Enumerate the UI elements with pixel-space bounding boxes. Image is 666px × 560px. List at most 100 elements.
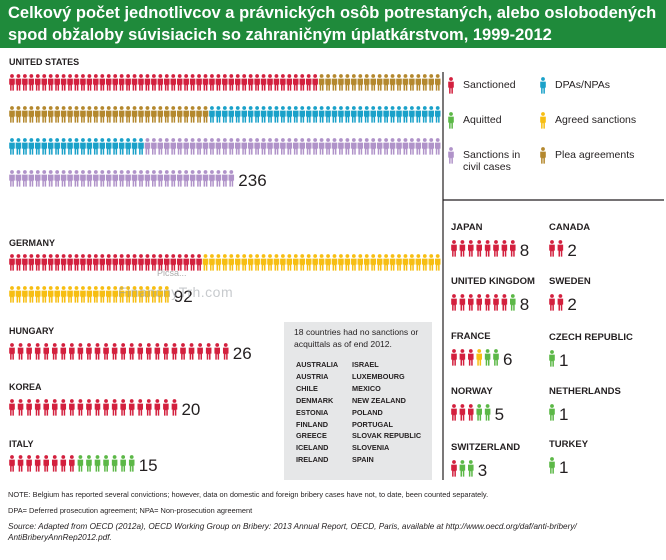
person-icon-agreed-sanctions [260,254,267,271]
no-sanction-country: IRELAND [296,455,329,465]
person-icon-civil-cases [312,138,318,155]
person-icon-sanctioned [15,74,22,91]
person-icon-sanctioned [205,343,212,360]
person-icon-sanctioned [86,254,93,271]
no-sanction-country: GREECE [296,431,327,441]
no-sanction-country: FINLAND [296,419,329,429]
person-icon-aquitted [476,404,482,421]
person-icon-sanctioned [154,399,161,416]
person-icon-sanctioned [476,294,482,311]
person-icon-sanctioned [451,404,457,421]
person-icon-dpas-npas [422,106,428,123]
person-icon-dpas-npas [344,106,351,123]
person-icon-agreed-sanctions [73,286,80,303]
country-label-japan: JAPAN [451,222,483,233]
person-icon-agreed-sanctions [80,286,86,303]
person-icon-agreed-sanctions [312,254,318,271]
person-icon-civil-cases [247,138,254,155]
person-icon-aquitted [111,455,118,472]
no-sanctions-heading: 18 countries had no sanctions or acquitt… [294,327,419,349]
no-sanction-country: LUXEMBOURG [352,371,405,381]
person-icon-dpas-npas [293,106,299,123]
person-icon-aquitted [468,460,474,477]
person-icon-sanctioned [247,74,254,91]
person-icon-sanctioned [80,74,86,91]
chart-title: Celkový počet jednotlivcov a právnických… [8,4,657,44]
person-icon-agreed-sanctions [299,254,306,271]
person-icon-dpas-npas [396,106,402,123]
person-icon-dpas-npas [47,138,54,155]
person-icon-agreed-sanctions [422,254,428,271]
person-icon-sanctioned [484,294,491,311]
person-icon-plea-agreements [376,74,383,91]
person-icon-civil-cases [99,170,106,187]
person-icon-civil-cases [286,138,293,155]
legend-label-sanctioned: Sanctioned [463,79,516,91]
person-icon-civil-cases [157,138,164,155]
person-icon-plea-agreements [138,106,144,123]
person-icon-sanctioned [138,254,144,271]
person-icon-dpas-npas [80,138,86,155]
total-label-japan: 8 [520,241,529,260]
person-icon-agreed-sanctions [286,254,293,271]
person-icon-civil-cases [144,170,151,187]
person-icon-civil-cases [151,138,157,155]
title-bar: Celkový počet jednotlivcov a právnických… [0,0,666,48]
person-icon-agreed-sanctions [105,286,112,303]
person-icon-dpas-npas [286,106,293,123]
person-icon-dpas-npas [131,138,138,155]
person-icon-sanctioned [9,399,15,416]
no-sanction-country: AUSTRALIA [296,360,339,369]
person-icon-sanctioned [93,74,99,91]
person-icon-sanctioned [131,254,138,271]
total-label-norway: 5 [495,405,504,424]
person-icon-sanctioned [111,399,118,416]
person-icon-dpas-npas [35,138,41,155]
person-icon-plea-agreements [164,106,170,123]
country-label-korea: KOREA [9,382,42,392]
person-icon-agreed-sanctions [415,254,422,271]
person-icon-agreed-sanctions [370,254,376,271]
person-icon-civil-cases [305,138,312,155]
person-icon-plea-agreements [396,74,402,91]
no-sanctions-box: 18 countries had no sanctions or acquitt… [284,322,432,480]
person-icon-sanctioned [273,74,280,91]
no-sanction-country: SLOVENIA [352,443,390,453]
person-icon-plea-agreements [125,106,131,123]
total-label-canada: 2 [567,241,576,260]
person-icon-plea-agreements [183,106,189,123]
person-icon-plea-agreements [540,147,546,164]
person-icon-agreed-sanctions [318,254,325,271]
person-icon-plea-agreements [176,106,183,123]
no-sanction-country: AUSTRIA [296,371,329,381]
person-icon-dpas-npas [318,106,325,123]
person-icon-sanctioned [26,399,32,416]
person-icon-sanctioned [151,254,157,271]
person-icon-agreed-sanctions [234,254,241,271]
person-icon-sanctioned [22,254,28,271]
person-icon-dpas-npas [363,106,370,123]
person-icon-sanctioned [43,343,49,360]
person-icon-civil-cases [228,170,235,187]
total-label-united-kingdom: 8 [520,295,529,314]
person-icon-dpas-npas [22,138,28,155]
person-icon-civil-cases [202,138,209,155]
person-icon-agreed-sanctions [41,286,48,303]
person-icon-sanctioned [196,74,202,91]
person-icon-sanctioned [34,343,41,360]
person-icon-dpas-npas [15,138,22,155]
person-icon-dpas-npas [41,138,48,155]
person-icon-plea-agreements [389,74,396,91]
person-icon-agreed-sanctions [254,254,260,271]
person-icon-civil-cases [293,138,299,155]
person-icon-plea-agreements [73,106,80,123]
person-icon-aquitted [459,460,466,477]
person-icon-plea-agreements [9,106,15,123]
person-icon-aquitted [549,457,555,474]
person-icon-sanctioned [60,254,67,271]
person-icon-sanctioned [137,343,144,360]
person-icon-plea-agreements [428,74,435,91]
person-icon-civil-cases [228,138,235,155]
person-icon-dpas-npas [428,106,435,123]
